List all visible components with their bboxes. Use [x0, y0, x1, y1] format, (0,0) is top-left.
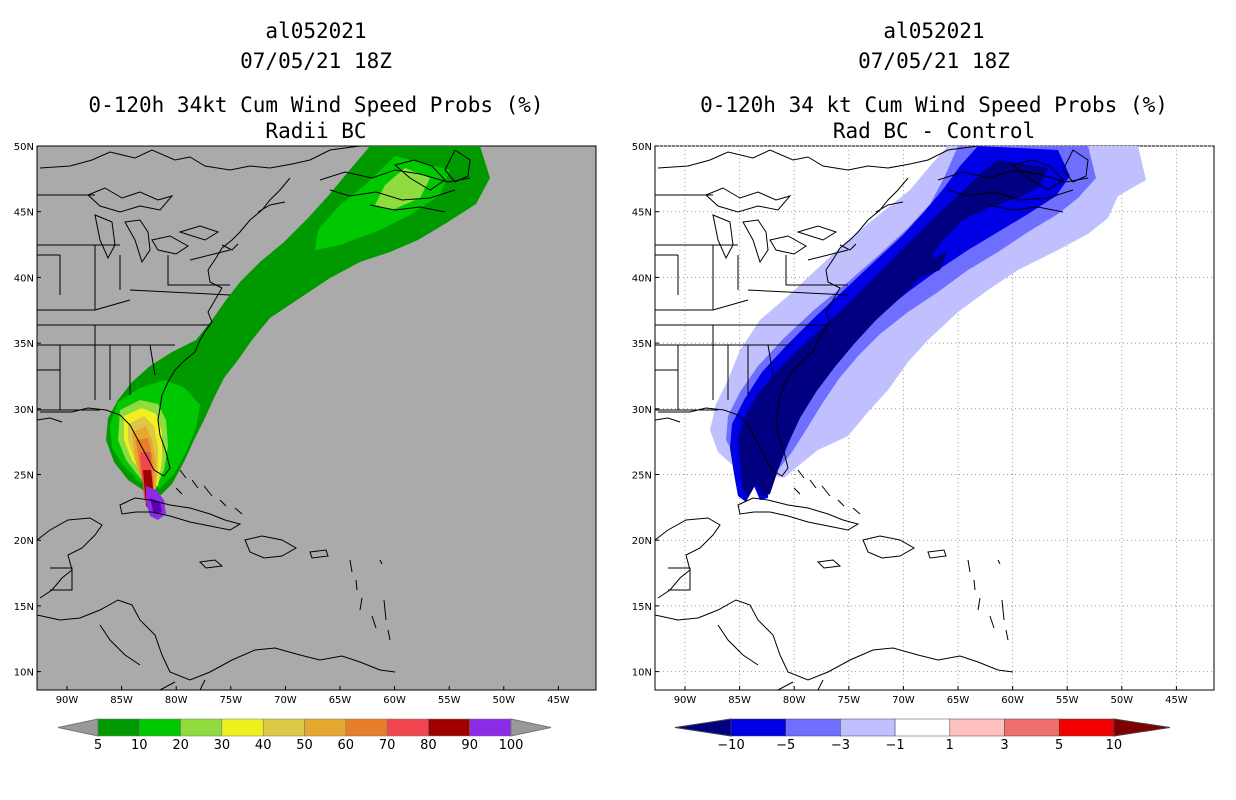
colorbar-label: 70: [379, 738, 396, 753]
colorbar-label: 50: [296, 738, 313, 753]
lon-label: 55W: [1056, 695, 1079, 706]
colorbar-label: −3: [831, 738, 850, 753]
lat-label: 10N: [14, 668, 34, 679]
lon-label: 85W: [110, 695, 133, 706]
lat-label: 25N: [14, 471, 34, 482]
lon-label: 70W: [892, 695, 915, 706]
colorbar-swatch: [221, 718, 264, 737]
lon-label: 45W: [1165, 695, 1188, 706]
lat-label: 25N: [632, 471, 652, 482]
lat-label: 10N: [632, 668, 652, 679]
right-difference-field: [655, 146, 1146, 690]
lat-label: 15N: [14, 602, 34, 613]
colorbar-label: 40: [255, 738, 272, 753]
colorbar-label: 10: [131, 738, 148, 753]
left-storm-id: al052021: [265, 19, 367, 43]
colorbar-label: −1: [886, 738, 905, 753]
lon-label: 45W: [547, 695, 570, 706]
colorbar-left-end: [57, 718, 99, 737]
colorbar-swatch: [1058, 718, 1115, 737]
lat-label: 20N: [632, 536, 652, 547]
lon-label: 50W: [1110, 695, 1133, 706]
colorbar-low-end: [674, 718, 732, 737]
lon-label: 60W: [383, 695, 406, 706]
lat-label: 50N: [632, 142, 652, 153]
colorbar-swatch: [345, 718, 388, 737]
left-map: 90W 85W 80W 75W 70W 65W 60W 55W 50W 45W 50N 45N 40N 3…: [14, 142, 597, 706]
lat-label: 35N: [632, 339, 652, 350]
lon-label: 70W: [274, 695, 297, 706]
lon-label: 65W: [947, 695, 970, 706]
colorbar-label: 80: [420, 738, 437, 753]
right-colorbar: −10 −5 −3 −1 1 3 5 10: [674, 718, 1170, 753]
right-subtitle: Rad BC - Control: [832, 119, 1036, 143]
left-probability-field: [37, 146, 490, 690]
lat-label: 15N: [632, 602, 652, 613]
left-datetime: 07/05/21 18Z: [240, 49, 392, 73]
lat-label: 40N: [632, 273, 652, 284]
lon-label: 65W: [329, 695, 352, 706]
colorbar-swatch: [730, 718, 786, 737]
colorbar-swatch: [894, 718, 951, 737]
colorbar-swatch: [469, 718, 512, 737]
lat-label: 30N: [632, 405, 652, 416]
left-title: 0-120h 34kt Cum Wind Speed Probs (%): [88, 93, 544, 117]
right-panel-title: al052021 07/05/21 18Z 0-120h 34 kt Cum W…: [636, 16, 1232, 146]
colorbar-swatch: [428, 718, 470, 737]
colorbar-swatch: [785, 718, 841, 737]
colorbar-label: −5: [776, 738, 795, 753]
colorbar-swatch: [97, 718, 140, 737]
lat-label: 45N: [632, 208, 652, 219]
right-axis-ticks: 90W 85W 80W 75W 70W 65W 60W 55W 50W 45W 50N 45N 40N 3…: [632, 142, 1188, 706]
left-axis-ticks: 90W 85W 80W 75W 70W 65W 60W 55W 50W 45W 50N 45N 40N 3…: [14, 142, 570, 706]
colorbar-swatch: [304, 718, 347, 737]
lat-label: 30N: [14, 405, 34, 416]
colorbar-label: 100: [499, 738, 524, 753]
lon-label: 90W: [56, 695, 79, 706]
lon-label: 75W: [219, 695, 242, 706]
colorbar-high-end: [1113, 718, 1170, 737]
left-colorbar: 5 10 20 30 40 50 60 70 80 90 100: [57, 718, 552, 753]
colorbar-label: −10: [717, 738, 744, 753]
colorbar-right-end: [510, 718, 552, 737]
colorbar-label: 30: [214, 738, 231, 753]
colorbar-swatch: [1004, 718, 1060, 737]
colorbar-label: 20: [172, 738, 189, 753]
colorbar-label: 5: [1055, 738, 1063, 753]
colorbar-swatch: [180, 718, 223, 737]
lat-label: 50N: [14, 142, 34, 153]
lon-label: 85W: [728, 695, 751, 706]
lon-label: 50W: [492, 695, 515, 706]
right-map: 90W 85W 80W 75W 70W 65W 60W 55W 50W 45W 50N 45N 40N 3…: [632, 142, 1215, 706]
colorbar-swatch: [386, 718, 429, 737]
colorbar-label: 3: [1000, 738, 1008, 753]
colorbar-swatch: [840, 718, 896, 737]
colorbar-label: 90: [461, 738, 478, 753]
lon-label: 60W: [1001, 695, 1024, 706]
left-panel-title: al052021 07/05/21 18Z 0-120h 34kt Cum Wi…: [18, 16, 614, 146]
colorbar-swatch: [262, 718, 305, 737]
colorbar-swatch: [139, 718, 181, 737]
lon-label: 90W: [674, 695, 697, 706]
lon-label: 80W: [165, 695, 188, 706]
colorbar-swatch: [949, 718, 1005, 737]
right-storm-id: al052021: [883, 19, 985, 43]
colorbar-label: 5: [94, 738, 102, 753]
colorbar-label: 1: [946, 738, 954, 753]
lat-label: 45N: [14, 208, 34, 219]
colorbar-label: 60: [338, 738, 355, 753]
lat-label: 20N: [14, 536, 34, 547]
lat-label: 35N: [14, 339, 34, 350]
lon-label: 55W: [438, 695, 461, 706]
lon-label: 75W: [837, 695, 860, 706]
colorbar-label: 10: [1106, 738, 1123, 753]
lon-label: 80W: [783, 695, 806, 706]
right-title: 0-120h 34 kt Cum Wind Speed Probs (%): [700, 93, 1168, 117]
left-subtitle: Radii BC: [265, 119, 367, 143]
right-datetime: 07/05/21 18Z: [858, 49, 1010, 73]
lat-label: 40N: [14, 273, 34, 284]
